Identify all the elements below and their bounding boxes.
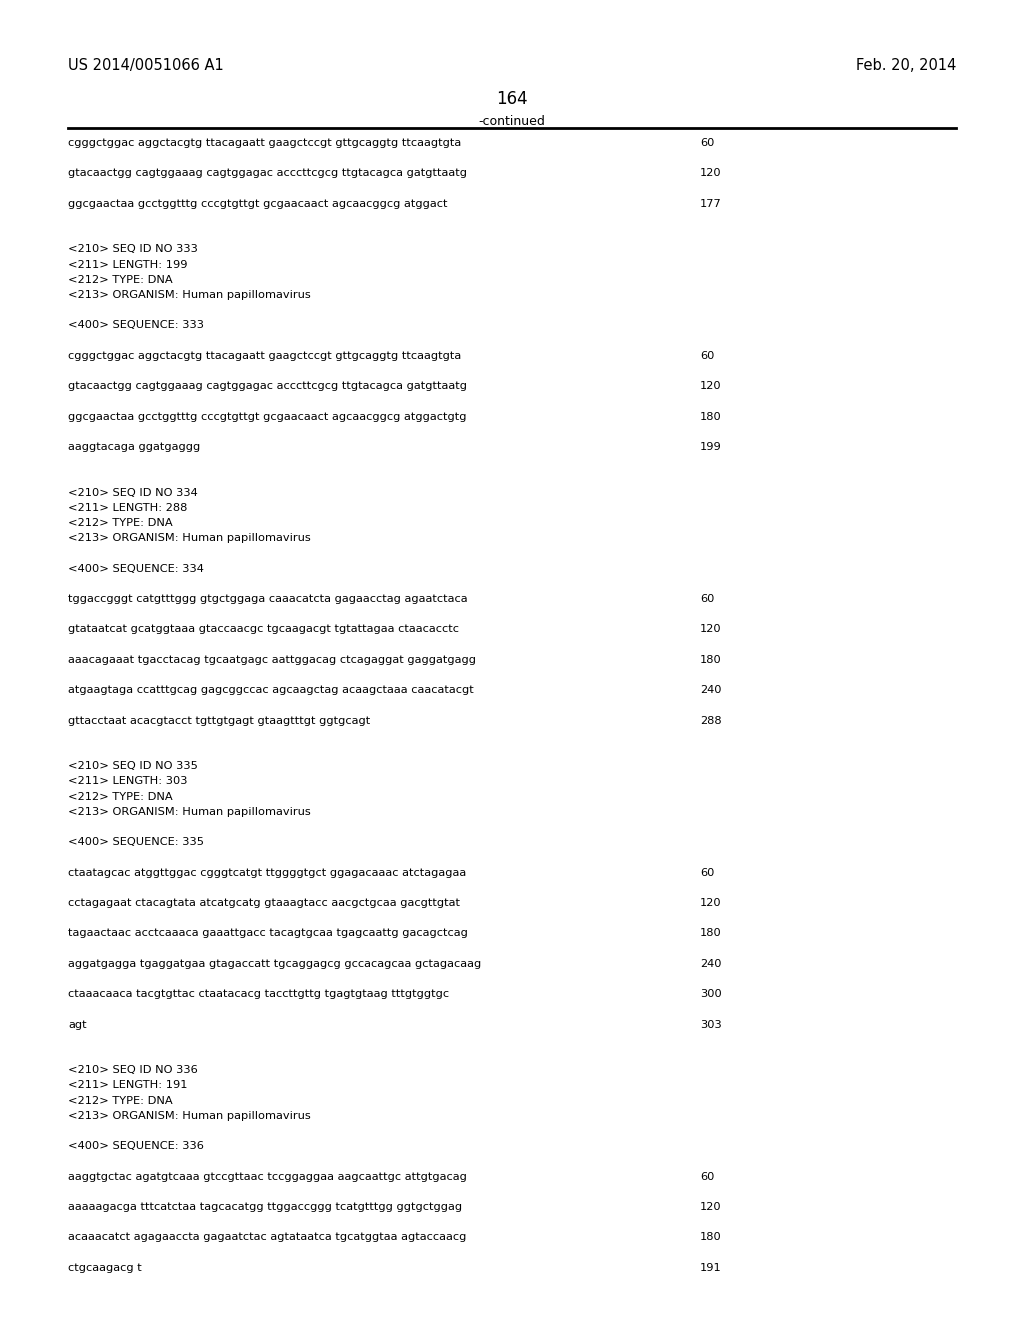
- Text: <211> LENGTH: 303: <211> LENGTH: 303: [68, 776, 187, 787]
- Text: 180: 180: [700, 1233, 722, 1242]
- Text: 60: 60: [700, 139, 715, 148]
- Text: <212> TYPE: DNA: <212> TYPE: DNA: [68, 275, 173, 285]
- Text: Feb. 20, 2014: Feb. 20, 2014: [856, 58, 956, 73]
- Text: ctaatagcac atggttggac cgggtcatgt ttggggtgct ggagacaaac atctagagaa: ctaatagcac atggttggac cgggtcatgt ttggggt…: [68, 867, 466, 878]
- Text: <211> LENGTH: 191: <211> LENGTH: 191: [68, 1080, 187, 1090]
- Text: US 2014/0051066 A1: US 2014/0051066 A1: [68, 58, 224, 73]
- Text: acaaacatct agagaaccta gagaatctac agtataatca tgcatggtaa agtaccaacg: acaaacatct agagaaccta gagaatctac agtataa…: [68, 1233, 466, 1242]
- Text: 60: 60: [700, 1172, 715, 1181]
- Text: 177: 177: [700, 199, 722, 209]
- Text: 120: 120: [700, 1203, 722, 1212]
- Text: 191: 191: [700, 1263, 722, 1272]
- Text: <400> SEQUENCE: 333: <400> SEQUENCE: 333: [68, 321, 204, 330]
- Text: ggcgaactaa gcctggtttg cccgtgttgt gcgaacaact agcaacggcg atggactgtg: ggcgaactaa gcctggtttg cccgtgttgt gcgaaca…: [68, 412, 467, 421]
- Text: <213> ORGANISM: Human papillomavirus: <213> ORGANISM: Human papillomavirus: [68, 1111, 310, 1121]
- Text: 180: 180: [700, 412, 722, 421]
- Text: <213> ORGANISM: Human papillomavirus: <213> ORGANISM: Human papillomavirus: [68, 807, 310, 817]
- Text: gtacaactgg cagtggaaag cagtggagac acccttcgcg ttgtacagca gatgttaatg: gtacaactgg cagtggaaag cagtggagac acccttc…: [68, 169, 467, 178]
- Text: -continued: -continued: [478, 115, 546, 128]
- Text: <213> ORGANISM: Human papillomavirus: <213> ORGANISM: Human papillomavirus: [68, 533, 310, 544]
- Text: cgggctggac aggctacgtg ttacagaatt gaagctccgt gttgcaggtg ttcaagtgta: cgggctggac aggctacgtg ttacagaatt gaagctc…: [68, 139, 461, 148]
- Text: <212> TYPE: DNA: <212> TYPE: DNA: [68, 792, 173, 801]
- Text: <211> LENGTH: 199: <211> LENGTH: 199: [68, 260, 187, 269]
- Text: <400> SEQUENCE: 335: <400> SEQUENCE: 335: [68, 837, 204, 847]
- Text: 120: 120: [700, 624, 722, 635]
- Text: 180: 180: [700, 928, 722, 939]
- Text: <400> SEQUENCE: 334: <400> SEQUENCE: 334: [68, 564, 204, 574]
- Text: <210> SEQ ID NO 334: <210> SEQ ID NO 334: [68, 487, 198, 498]
- Text: <210> SEQ ID NO 336: <210> SEQ ID NO 336: [68, 1065, 198, 1076]
- Text: <400> SEQUENCE: 336: <400> SEQUENCE: 336: [68, 1142, 204, 1151]
- Text: 199: 199: [700, 442, 722, 451]
- Text: gttacctaat acacgtacct tgttgtgagt gtaagtttgt ggtgcagt: gttacctaat acacgtacct tgttgtgagt gtaagtt…: [68, 715, 371, 726]
- Text: aaaaagacga tttcatctaa tagcacatgg ttggaccggg tcatgtttgg ggtgctggag: aaaaagacga tttcatctaa tagcacatgg ttggacc…: [68, 1203, 462, 1212]
- Text: <210> SEQ ID NO 335: <210> SEQ ID NO 335: [68, 762, 198, 771]
- Text: 60: 60: [700, 594, 715, 605]
- Text: cctagagaat ctacagtata atcatgcatg gtaaagtacc aacgctgcaa gacgttgtat: cctagagaat ctacagtata atcatgcatg gtaaagt…: [68, 898, 460, 908]
- Text: <210> SEQ ID NO 333: <210> SEQ ID NO 333: [68, 244, 198, 255]
- Text: aaggtgctac agatgtcaaa gtccgttaac tccggaggaa aagcaattgc attgtgacag: aaggtgctac agatgtcaaa gtccgttaac tccggag…: [68, 1172, 467, 1181]
- Text: 240: 240: [700, 958, 722, 969]
- Text: 303: 303: [700, 1019, 722, 1030]
- Text: 120: 120: [700, 169, 722, 178]
- Text: gtataatcat gcatggtaaa gtaccaacgc tgcaagacgt tgtattagaa ctaacacctc: gtataatcat gcatggtaaa gtaccaacgc tgcaaga…: [68, 624, 459, 635]
- Text: cgggctggac aggctacgtg ttacagaatt gaagctccgt gttgcaggtg ttcaagtgta: cgggctggac aggctacgtg ttacagaatt gaagctc…: [68, 351, 461, 360]
- Text: aggatgagga tgaggatgaa gtagaccatt tgcaggagcg gccacagcaa gctagacaag: aggatgagga tgaggatgaa gtagaccatt tgcagga…: [68, 958, 481, 969]
- Text: tagaactaac acctcaaaca gaaattgacc tacagtgcaa tgagcaattg gacagctcag: tagaactaac acctcaaaca gaaattgacc tacagtg…: [68, 928, 468, 939]
- Text: <211> LENGTH: 288: <211> LENGTH: 288: [68, 503, 187, 512]
- Text: ctaaacaaca tacgtgttac ctaatacacg taccttgttg tgagtgtaag tttgtggtgc: ctaaacaaca tacgtgttac ctaatacacg taccttg…: [68, 989, 450, 999]
- Text: aaacagaaat tgacctacag tgcaatgagc aattggacag ctcagaggat gaggatgagg: aaacagaaat tgacctacag tgcaatgagc aattgga…: [68, 655, 476, 665]
- Text: atgaagtaga ccatttgcag gagcggccac agcaagctag acaagctaaa caacatacgt: atgaagtaga ccatttgcag gagcggccac agcaagc…: [68, 685, 474, 696]
- Text: ggcgaactaa gcctggtttg cccgtgttgt gcgaacaact agcaacggcg atggact: ggcgaactaa gcctggtttg cccgtgttgt gcgaaca…: [68, 199, 447, 209]
- Text: 240: 240: [700, 685, 722, 696]
- Text: gtacaactgg cagtggaaag cagtggagac acccttcgcg ttgtacagca gatgttaatg: gtacaactgg cagtggaaag cagtggagac acccttc…: [68, 381, 467, 391]
- Text: agt: agt: [68, 1019, 87, 1030]
- Text: <213> ORGANISM: Human papillomavirus: <213> ORGANISM: Human papillomavirus: [68, 290, 310, 300]
- Text: 288: 288: [700, 715, 722, 726]
- Text: 60: 60: [700, 351, 715, 360]
- Text: 60: 60: [700, 867, 715, 878]
- Text: 120: 120: [700, 898, 722, 908]
- Text: tggaccgggt catgtttggg gtgctggaga caaacatcta gagaacctag agaatctaca: tggaccgggt catgtttggg gtgctggaga caaacat…: [68, 594, 468, 605]
- Text: 180: 180: [700, 655, 722, 665]
- Text: 120: 120: [700, 381, 722, 391]
- Text: <212> TYPE: DNA: <212> TYPE: DNA: [68, 517, 173, 528]
- Text: aaggtacaga ggatgaggg: aaggtacaga ggatgaggg: [68, 442, 201, 451]
- Text: 300: 300: [700, 989, 722, 999]
- Text: <212> TYPE: DNA: <212> TYPE: DNA: [68, 1096, 173, 1106]
- Text: 164: 164: [497, 90, 527, 108]
- Text: ctgcaagacg t: ctgcaagacg t: [68, 1263, 141, 1272]
